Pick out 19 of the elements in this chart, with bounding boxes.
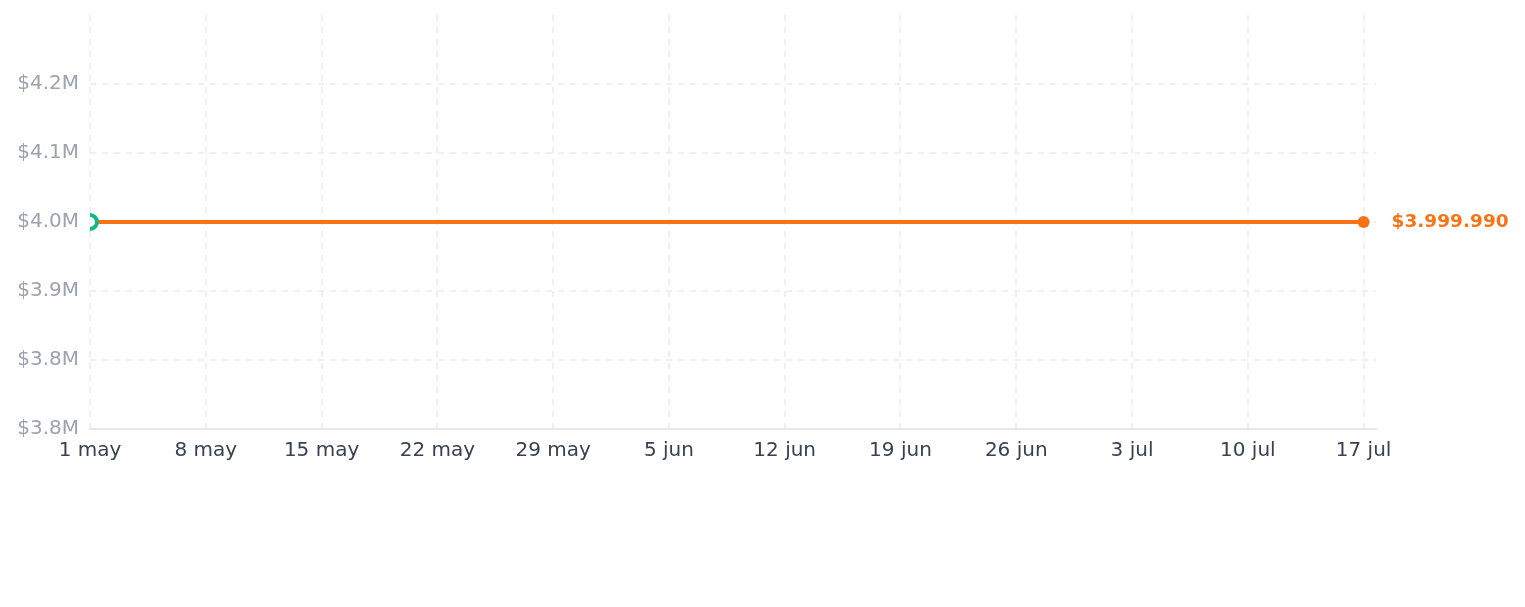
x-tick-label: 10 jul <box>1220 437 1276 462</box>
x-tick-label: 29 may <box>515 437 591 462</box>
x-tick-label: 15 may <box>283 437 360 462</box>
x-tick-label: 5 jun <box>643 437 694 462</box>
y-tick-label: $4.1M <box>17 139 79 164</box>
y-tick-label: $3.8M <box>17 415 79 440</box>
x-tick-label: 22 may <box>399 437 476 462</box>
x-tick-label: 8 may <box>174 437 238 462</box>
y-tick-label: $4.2M <box>17 70 79 95</box>
x-tick-label: 19 jun <box>869 437 932 462</box>
y-tick-label: $3.8M <box>17 346 79 371</box>
x-tick-label: 1 may <box>58 437 122 462</box>
y-tick-label: $3.9M <box>17 277 79 302</box>
x-tick-label: 17 jul <box>1335 437 1392 462</box>
data-label: $3.999.990 <box>1391 209 1509 231</box>
x-tick-label: 3 jul <box>1110 437 1154 462</box>
x-tick-label: 12 jun <box>753 437 817 462</box>
x-tick-label: 26 jun <box>984 437 1048 462</box>
y-tick-label: $4.0M <box>17 208 79 233</box>
